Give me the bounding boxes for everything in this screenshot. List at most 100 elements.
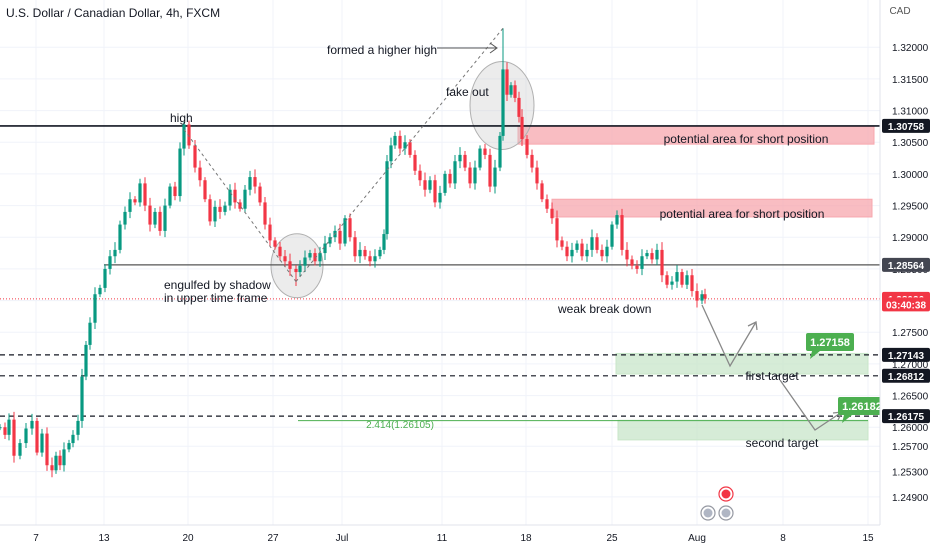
candle-body bbox=[84, 344, 88, 377]
candle-body bbox=[67, 443, 71, 450]
candle-body bbox=[263, 202, 267, 225]
candle-body bbox=[24, 428, 28, 444]
weak-break-label: weak break down bbox=[557, 302, 651, 316]
x-tick-label: 8 bbox=[780, 533, 786, 544]
first-target-zone[interactable] bbox=[615, 352, 869, 375]
candle-body bbox=[363, 249, 367, 257]
x-tick-label: 27 bbox=[267, 533, 279, 544]
us-event-icon[interactable] bbox=[700, 505, 716, 521]
candle-body bbox=[80, 376, 84, 421]
candle-body bbox=[108, 256, 112, 269]
target-badge-2[interactable]: 1.26182 bbox=[838, 397, 886, 423]
candle-body bbox=[113, 249, 117, 257]
candle-body bbox=[478, 148, 482, 168]
candle-body bbox=[550, 208, 554, 219]
price-tag-label: 03:40:38 bbox=[886, 300, 926, 311]
candle-body bbox=[233, 189, 237, 203]
candle-body bbox=[228, 189, 232, 206]
x-tick-label: 11 bbox=[437, 533, 448, 544]
candle-body bbox=[620, 215, 624, 250]
candle-body bbox=[565, 246, 569, 257]
candle-body bbox=[343, 218, 347, 244]
candle-body bbox=[193, 145, 197, 168]
fib-label: 2.414(1.26105) bbox=[366, 420, 434, 431]
candle-body bbox=[76, 420, 80, 435]
price-tag-label: 1.26812 bbox=[888, 372, 925, 383]
candle-body bbox=[453, 161, 457, 184]
price-axis[interactable] bbox=[880, 0, 932, 550]
projection-path-1[interactable] bbox=[701, 304, 757, 368]
candle-body bbox=[535, 167, 539, 184]
candle-body bbox=[198, 167, 202, 181]
candle-body bbox=[498, 135, 502, 168]
projection-path-2[interactable] bbox=[779, 379, 843, 431]
candle-body bbox=[93, 294, 97, 323]
candle-body bbox=[373, 256, 377, 262]
candle-body bbox=[88, 322, 92, 345]
candle-body bbox=[158, 211, 162, 231]
candle-body bbox=[423, 180, 427, 190]
event-dot bbox=[703, 508, 713, 518]
candle-body bbox=[213, 206, 217, 222]
candle-body bbox=[509, 85, 513, 95]
price-tag bbox=[882, 297, 930, 312]
second-target-zone[interactable] bbox=[617, 419, 869, 441]
y-tick-label: 1.26500 bbox=[892, 392, 929, 403]
price-tag bbox=[882, 118, 930, 133]
candle-body bbox=[625, 249, 629, 260]
y-tick-label: 1.25700 bbox=[892, 442, 929, 453]
candle-body bbox=[368, 256, 372, 262]
price-tag bbox=[882, 368, 930, 383]
y-tick-label: 1.30500 bbox=[892, 138, 929, 149]
candle-body bbox=[382, 234, 386, 250]
candle-body bbox=[278, 246, 282, 257]
candle-body bbox=[580, 243, 584, 257]
candle-body bbox=[570, 249, 574, 257]
candle-body bbox=[148, 205, 152, 225]
candle-body bbox=[258, 186, 262, 203]
candle-body bbox=[520, 116, 524, 140]
candle-body bbox=[123, 211, 127, 225]
candle-body bbox=[545, 199, 549, 209]
candle-body bbox=[488, 154, 492, 187]
candle-body bbox=[288, 261, 292, 269]
price-tag bbox=[882, 257, 930, 272]
y-tick-label: 1.27000 bbox=[892, 360, 929, 371]
y-tick-label: 1.31500 bbox=[892, 75, 929, 86]
candle-body bbox=[303, 257, 307, 266]
candle-body bbox=[433, 180, 437, 203]
candle-body bbox=[483, 148, 487, 155]
candle-body bbox=[358, 249, 362, 257]
candle-body bbox=[348, 218, 352, 238]
candle-body bbox=[615, 215, 619, 225]
candle-body bbox=[473, 167, 477, 184]
candle-body bbox=[600, 249, 604, 257]
x-tick-label: 25 bbox=[606, 533, 618, 544]
us-event-icon[interactable] bbox=[718, 505, 734, 521]
candle-body bbox=[294, 268, 298, 273]
candle-body bbox=[517, 97, 521, 117]
candle-body bbox=[575, 243, 579, 250]
candle-body bbox=[12, 419, 16, 456]
candle-body bbox=[505, 69, 509, 95]
candle-body bbox=[448, 173, 452, 184]
candle-body bbox=[248, 177, 252, 190]
canada-event-icon[interactable] bbox=[718, 486, 734, 502]
arrow-head-icon bbox=[489, 42, 498, 54]
candle-body bbox=[103, 268, 107, 288]
candle-body bbox=[690, 275, 694, 292]
candle-body bbox=[62, 449, 66, 466]
candle-body bbox=[118, 224, 122, 250]
candle-body bbox=[45, 433, 49, 466]
candle-body bbox=[243, 189, 247, 209]
event-dot bbox=[721, 489, 731, 499]
candle-body bbox=[458, 154, 462, 162]
candles bbox=[0, 28, 707, 478]
candle-body bbox=[18, 443, 22, 456]
badge-bg bbox=[806, 333, 854, 351]
candle-body bbox=[203, 180, 207, 200]
event-dot bbox=[721, 508, 731, 518]
badge-text: 1.27158 bbox=[810, 337, 850, 349]
target-badge-1[interactable]: 1.27158 bbox=[806, 333, 854, 359]
